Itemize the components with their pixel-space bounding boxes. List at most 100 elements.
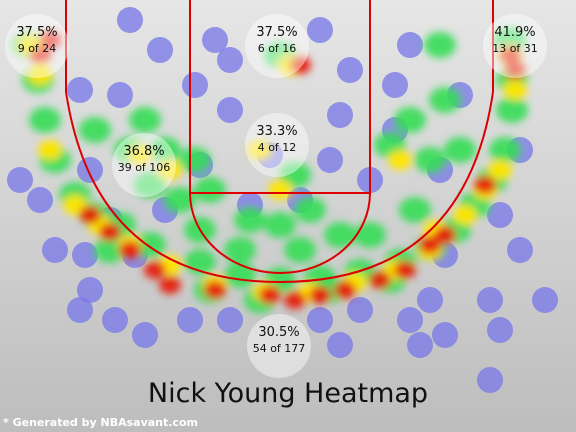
heat-spot-green — [164, 187, 196, 213]
heat-spot-yellow — [248, 140, 272, 160]
heat-spot-green — [234, 207, 266, 233]
heat-green-layer — [12, 27, 528, 313]
heat-spot-yellow — [453, 205, 477, 225]
cold-spot — [487, 317, 513, 343]
free-throw-circle — [189, 192, 371, 274]
heat-spot-red — [119, 241, 141, 259]
cold-spot — [217, 47, 243, 73]
heat-spot-red — [334, 281, 356, 299]
heat-spot-green — [134, 172, 166, 198]
cold-spot — [477, 367, 503, 393]
zone-percentage: 36.8% — [123, 144, 165, 159]
cold-spot — [177, 307, 203, 333]
heat-spot-green — [394, 107, 426, 133]
heat-spot-green — [29, 107, 61, 133]
zone-percentage: 41.9% — [494, 25, 536, 40]
heat-spot-red — [29, 46, 51, 64]
heat-spot-red — [499, 46, 521, 64]
heat-spot-red — [79, 206, 101, 224]
heat-spot-red — [434, 226, 456, 244]
zone-percentage: 37.5% — [256, 25, 298, 40]
zone-attempts: 9 of 24 — [17, 42, 57, 55]
cold-spot — [132, 322, 158, 348]
cold-spot — [182, 72, 208, 98]
heat-spot-green — [284, 237, 316, 263]
heat-spot-green — [496, 97, 528, 123]
cold-spot — [317, 147, 343, 173]
cold-spot — [327, 332, 353, 358]
heat-red-layer — [29, 31, 526, 309]
heat-spot-red — [144, 261, 166, 279]
cold-spot — [417, 287, 443, 313]
zone-attempts: 4 of 12 — [257, 141, 297, 154]
zone-percentage: 33.3% — [256, 124, 298, 139]
heat-spot-red — [259, 286, 281, 304]
heat-spot-green — [179, 147, 211, 173]
heat-spot-green — [429, 87, 461, 113]
heat-spot-green — [354, 222, 386, 248]
heat-spot-yellow — [158, 160, 182, 180]
heat-spot-green — [224, 237, 256, 263]
zone-percentage: 37.5% — [16, 25, 58, 40]
cold-spot — [337, 57, 363, 83]
heat-spot-green — [194, 177, 226, 203]
cold-spot — [307, 17, 333, 43]
cold-spot — [147, 37, 173, 63]
heat-spot-green — [264, 212, 296, 238]
heat-spot-red — [474, 176, 496, 194]
cold-spot — [107, 82, 133, 108]
heat-spot-green — [324, 222, 356, 248]
heat-spot-green — [424, 32, 456, 58]
cold-spot — [407, 332, 433, 358]
heat-spot-yellow — [503, 80, 527, 100]
heat-spot-red — [289, 56, 311, 74]
credit-text: * Generated by NBAsavant.com — [3, 416, 198, 429]
cold-spot — [347, 297, 373, 323]
heat-spot-green — [94, 237, 126, 263]
heat-spot-green — [224, 262, 256, 288]
court-lines — [65, 0, 494, 284]
cold-spot — [27, 187, 53, 213]
cold-spot — [67, 77, 93, 103]
cold-spot — [507, 237, 533, 263]
zone-left-mid-range: 36.8% 39 of 106 — [112, 133, 176, 197]
cold-spot — [532, 287, 558, 313]
cold-spot — [202, 27, 228, 53]
cold-spot — [397, 307, 423, 333]
cold-spot — [72, 242, 98, 268]
cold-spot — [77, 157, 103, 183]
heat-spot-green — [279, 162, 311, 188]
heat-spot-yellow — [38, 140, 62, 160]
zone-attempts: 39 of 106 — [117, 161, 171, 174]
cold-spot — [67, 297, 93, 323]
cold-spot — [327, 102, 353, 128]
heat-spot-green — [494, 27, 526, 53]
heat-spot-green — [129, 107, 161, 133]
zone-left-corner-three: 37.5% 9 of 24 — [5, 14, 69, 78]
zone-attempts: 13 of 31 — [492, 42, 538, 55]
three-point-arc — [65, 91, 494, 284]
cold-spot — [307, 307, 333, 333]
cold-spot — [217, 97, 243, 123]
heat-spot-green — [399, 197, 431, 223]
zone-paint-middle: 33.3% 4 of 12 — [245, 113, 309, 177]
zone-paint-top: 37.5% 6 of 16 — [245, 14, 309, 78]
heat-spot-green — [149, 137, 181, 163]
heat-spot-red — [39, 31, 61, 49]
cold-spot — [77, 277, 103, 303]
zone-top-of-key-three: 30.5% 54 of 177 — [247, 314, 311, 378]
cold-spot — [432, 322, 458, 348]
heat-spot-red — [504, 61, 526, 79]
heat-spot-green — [79, 117, 111, 143]
cold-spot — [42, 237, 68, 263]
cold-spot — [117, 7, 143, 33]
cold-spot — [102, 307, 128, 333]
cold-spot — [7, 167, 33, 193]
paint-lane — [189, 0, 371, 194]
heat-spot-yellow — [488, 160, 512, 180]
zone-right-corner-three: 41.9% 13 of 31 — [483, 14, 547, 78]
cold-spot — [477, 287, 503, 313]
heat-spot-red — [369, 271, 391, 289]
